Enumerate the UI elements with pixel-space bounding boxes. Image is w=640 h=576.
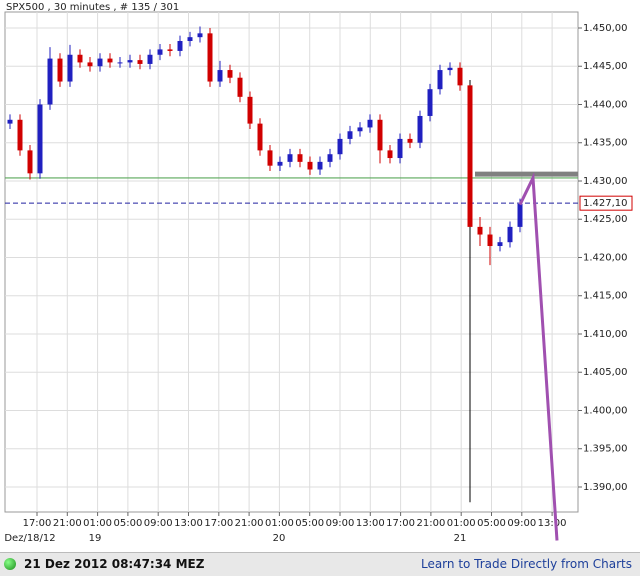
candle-body xyxy=(287,154,293,162)
candle-body xyxy=(497,242,503,247)
x-tick-label: 01:00 xyxy=(447,518,476,529)
candle-body xyxy=(27,150,33,174)
x-tick-label: 01:00 xyxy=(265,518,294,529)
x-tick-label: 09:00 xyxy=(507,518,536,529)
annotation-line xyxy=(518,172,559,541)
candle-body xyxy=(297,154,303,162)
candle-body xyxy=(7,119,13,124)
candle-body xyxy=(47,58,53,105)
date-label: Dez/18/12 xyxy=(4,533,55,544)
x-tick-label: 13:00 xyxy=(538,518,567,529)
candle-body xyxy=(347,131,353,139)
candle-body xyxy=(477,226,483,235)
y-tick-label: 1.405,00 xyxy=(583,367,628,378)
candle-body xyxy=(87,62,93,67)
y-tick-label: 1.415,00 xyxy=(583,291,628,302)
y-tick-label: 1.420,00 xyxy=(583,252,628,263)
x-tick-label: 05:00 xyxy=(113,518,142,529)
date-label: 21 xyxy=(454,533,467,544)
candle-body xyxy=(227,70,233,78)
candle-body xyxy=(307,161,313,170)
status-bar: 21 Dez 2012 08:47:34 MEZ Learn to Trade … xyxy=(0,552,640,576)
candle-body xyxy=(67,54,73,82)
x-tick-label: 01:00 xyxy=(83,518,112,529)
timestamp: 21 Dez 2012 08:47:34 MEZ xyxy=(24,557,205,571)
candle-body xyxy=(197,33,203,38)
candle-body xyxy=(317,161,323,170)
candle-body xyxy=(17,119,23,151)
candle-body xyxy=(257,123,263,151)
y-tick-label: 1.435,00 xyxy=(583,138,628,149)
candle-body xyxy=(507,226,513,243)
date-label: 20 xyxy=(273,533,286,544)
x-tick-label: 09:00 xyxy=(144,518,173,529)
candle-body xyxy=(437,70,443,90)
price-label-box xyxy=(579,195,633,211)
candle-body xyxy=(157,49,163,55)
y-tick-label: 1.400,00 xyxy=(583,405,628,416)
candle-body xyxy=(377,119,383,151)
y-tick-label: 1.440,00 xyxy=(583,99,628,110)
x-tick-label: 05:00 xyxy=(295,518,324,529)
candle-body xyxy=(447,67,453,71)
y-tick-label: 1.395,00 xyxy=(583,444,628,455)
candle-body xyxy=(37,104,43,174)
plot-area xyxy=(4,11,579,513)
candle-body xyxy=(357,127,363,132)
candle-body xyxy=(487,234,493,247)
x-tick-label: 17:00 xyxy=(23,518,52,529)
candle-body xyxy=(467,85,473,227)
x-tick-label: 17:00 xyxy=(204,518,233,529)
y-tick-label: 1.430,00 xyxy=(583,176,628,187)
candle-body xyxy=(277,161,283,166)
candle-body xyxy=(217,70,223,82)
candle-body xyxy=(57,58,63,82)
candle-body xyxy=(327,154,333,162)
plot xyxy=(5,12,578,512)
price-label: 1.427,10 xyxy=(583,198,628,209)
candle-body xyxy=(187,37,193,41)
x-tick-label: 13:00 xyxy=(174,518,203,529)
candle-body xyxy=(417,115,423,143)
candle-body xyxy=(127,60,133,63)
candle-body xyxy=(107,58,113,63)
candle-body xyxy=(407,138,413,143)
y-tick-label: 1.425,00 xyxy=(583,214,628,225)
x-tick-label: 21:00 xyxy=(53,518,82,529)
chart-title: SPX500 , 30 minutes , # 135 / 301 xyxy=(6,2,179,13)
candle-body xyxy=(267,150,273,166)
date-label: 19 xyxy=(89,533,102,544)
x-tick-label: 05:00 xyxy=(477,518,506,529)
candle-body xyxy=(387,150,393,159)
candle-body xyxy=(117,62,123,64)
x-tick-label: 09:00 xyxy=(326,518,355,529)
candle-body xyxy=(247,96,253,124)
x-tick-label: 13:00 xyxy=(356,518,385,529)
candle-body xyxy=(517,203,523,227)
candle-body xyxy=(147,54,153,64)
candle-body xyxy=(177,40,183,51)
y-tick-label: 1.445,00 xyxy=(583,61,628,72)
candle-body xyxy=(207,33,213,82)
x-tick-label: 21:00 xyxy=(416,518,445,529)
candle-body xyxy=(97,58,103,67)
chart: SPX500 , 30 minutes , # 135 / 301 1.390,… xyxy=(4,2,633,544)
candle-body xyxy=(77,54,83,63)
candle-body xyxy=(167,49,173,51)
y-tick-label: 1.390,00 xyxy=(583,482,628,493)
candle-body xyxy=(427,89,433,116)
status-icon xyxy=(4,558,16,570)
x-tick-label: 21:00 xyxy=(235,518,264,529)
candle-body xyxy=(337,138,343,155)
candle-body xyxy=(237,77,243,97)
candle-body xyxy=(397,138,403,159)
x-tick-label: 17:00 xyxy=(386,518,415,529)
candle-body xyxy=(367,119,373,128)
y-tick-label: 1.450,00 xyxy=(583,23,628,34)
candle-body xyxy=(137,60,143,64)
y-tick-label: 1.410,00 xyxy=(583,329,628,340)
link[interactable]: Learn to Trade Directly from Charts xyxy=(420,557,632,571)
candle-body xyxy=(457,67,463,86)
